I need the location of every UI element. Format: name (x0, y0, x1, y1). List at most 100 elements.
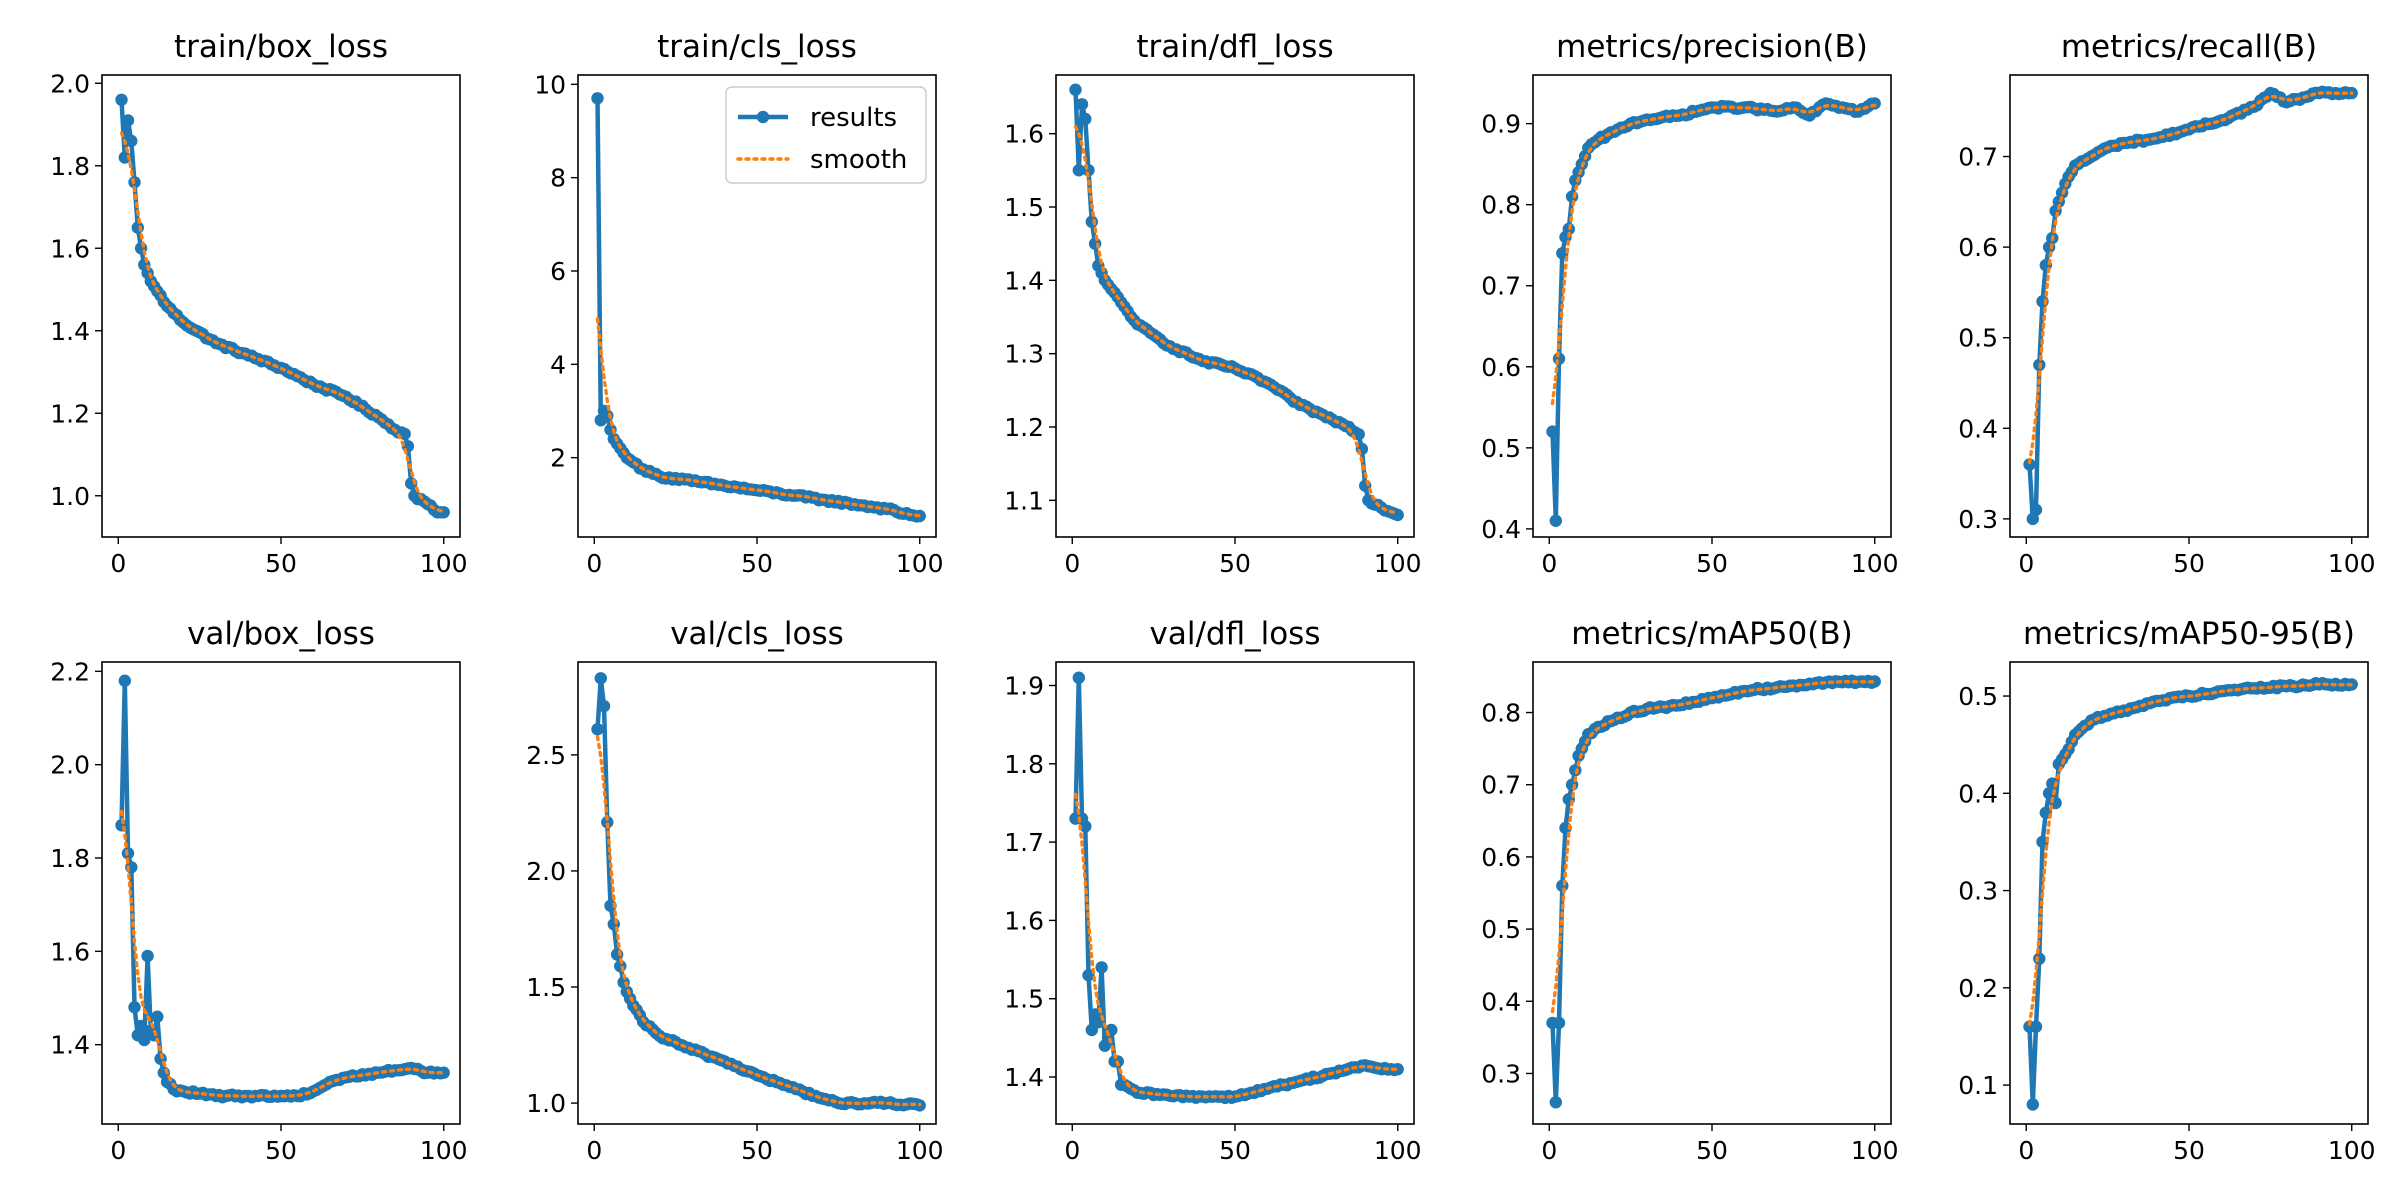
data-point (125, 134, 138, 148)
y-tick-label: 2 (550, 444, 566, 473)
x-tick-label: 0 (586, 1136, 602, 1165)
y-tick-label: 1.0 (50, 482, 90, 511)
x-tick-label: 50 (1696, 1136, 1728, 1165)
axes-frame (101, 661, 461, 1125)
series-line-results (595, 676, 921, 1108)
plot-area (1069, 83, 1404, 522)
y-tick-label: 0.8 (1481, 699, 1521, 728)
y-tick-label: 1.1 (1004, 486, 1044, 515)
x-tick-label: 50 (741, 549, 773, 578)
series-line-smooth (595, 317, 922, 518)
data-point (1072, 164, 1086, 177)
panel-4: metrics/precision(B) 0 50 100 0.4 0.5 0.6 0.7 0.… (1481, 29, 1898, 578)
y-tick-label: 0.3 (1958, 877, 1998, 906)
axes-frame (101, 74, 461, 538)
y-tick-label: 0.5 (1481, 434, 1521, 463)
axes-frame (2009, 74, 2369, 538)
x-tick-label: 100 (896, 1136, 944, 1165)
panel-10: metrics/mAP50-95(B) 0 50 100 0.1 0.2 0.3 0.4 0.5 (1958, 616, 2375, 1165)
axes-frame (577, 661, 937, 1125)
data-point (1546, 425, 1559, 438)
y-tick-label: 0.5 (1481, 915, 1521, 944)
data-point (1079, 112, 1092, 126)
x-tick-label: 100 (1851, 549, 1899, 578)
y-tick-label: 10 (534, 70, 566, 99)
y-tick-label: 1.6 (1004, 906, 1044, 935)
y-tick-label: 1.2 (50, 399, 90, 428)
y-tick-label: 0.3 (1958, 505, 1998, 534)
data-point (1085, 215, 1099, 228)
x-tick-label: 100 (1851, 1136, 1899, 1165)
x-tick-label: 100 (896, 549, 944, 578)
y-tick-label: 1.2 (1004, 413, 1044, 442)
y-tick-label: 2.5 (526, 741, 566, 770)
series-line-results (1073, 675, 1399, 1101)
series-line-smooth (2027, 682, 2354, 1026)
data-point (1868, 97, 1881, 110)
y-tick-label: 1.7 (1004, 828, 1044, 857)
x-tick-label: 50 (265, 1136, 297, 1165)
series-line-smooth (119, 131, 446, 514)
y-tick-label: 1.4 (50, 317, 90, 346)
panel-title: val/dfl_loss (1150, 616, 1321, 652)
y-tick-label: 0.5 (1958, 682, 1998, 711)
x-tick-label: 0 (110, 1136, 126, 1165)
data-point (1391, 1063, 1404, 1076)
x-tick-label: 100 (2328, 1136, 2376, 1165)
panel-title: val/box_loss (187, 616, 375, 652)
plot-area (2023, 677, 2358, 1111)
data-point (2029, 503, 2043, 516)
y-tick-label: 0.4 (1481, 515, 1521, 544)
legend-label-smooth: smooth (810, 145, 907, 175)
panel-7: val/cls_loss 0 50 100 1.0 1.5 2.0 2.5 (526, 616, 943, 1165)
series-line-smooth (2027, 91, 2354, 465)
data-point (2026, 1098, 2040, 1111)
legend-box (725, 86, 927, 184)
series-line-smooth (119, 809, 446, 1098)
y-tick-label: 0.6 (1481, 843, 1521, 872)
x-tick-label: 50 (741, 1136, 773, 1165)
data-point (1079, 820, 1092, 833)
data-point (597, 699, 611, 713)
data-point (115, 93, 128, 107)
data-point (594, 672, 607, 685)
x-tick-label: 50 (2173, 1136, 2205, 1165)
plot-area (1069, 671, 1404, 1105)
y-tick-label: 1.6 (1004, 120, 1044, 149)
y-tick-label: 1.8 (50, 152, 90, 181)
data-point (2042, 787, 2056, 800)
series-line-smooth (1073, 125, 1400, 515)
axes-frame (2009, 661, 2369, 1125)
data-point (1868, 675, 1881, 688)
x-tick-label: 100 (2328, 549, 2376, 578)
panel-title: metrics/mAP50-95(B) (2023, 616, 2355, 652)
y-tick-label: 1.6 (50, 234, 90, 263)
series-line-results (2027, 89, 2352, 522)
data-point (1082, 969, 1095, 982)
y-tick-label: 0.7 (1481, 272, 1521, 301)
legend-marker-results (756, 110, 770, 124)
panel-title: metrics/mAP50(B) (1571, 616, 1852, 652)
y-tick-label: 8 (550, 164, 566, 193)
data-point (2029, 1020, 2043, 1033)
x-tick-label: 50 (265, 549, 297, 578)
plot-area (1546, 97, 1881, 527)
x-tick-label: 0 (1541, 1136, 1557, 1165)
axes-frame (1055, 661, 1415, 1125)
axes-frame (1055, 74, 1415, 538)
data-point (1569, 764, 1582, 777)
y-tick-label: 1.5 (1004, 985, 1044, 1014)
y-tick-label: 0.5 (1958, 324, 1998, 353)
panel-title: metrics/recall(B) (2061, 29, 2317, 65)
data-point (1549, 514, 1563, 527)
plot-area (591, 672, 926, 1112)
series-line-results (2027, 680, 2353, 1107)
y-tick-label: 0.7 (1958, 143, 1998, 172)
x-tick-label: 0 (1064, 549, 1080, 578)
plot-area (115, 93, 450, 519)
data-point (1075, 98, 1089, 111)
y-tick-label: 1.0 (526, 1089, 566, 1118)
x-tick-label: 100 (420, 549, 468, 578)
